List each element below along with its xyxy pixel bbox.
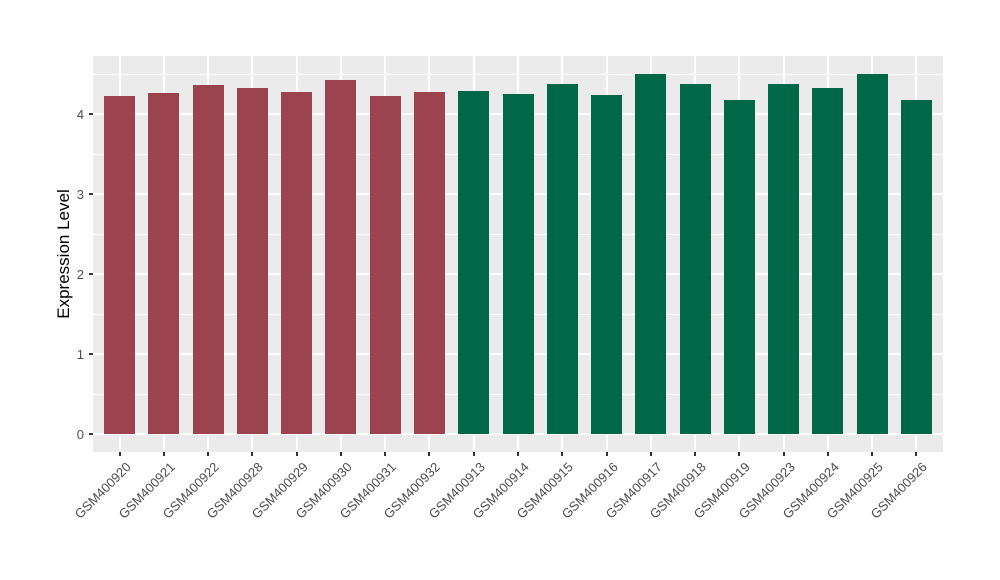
chart-bar xyxy=(900,100,932,434)
x-tick xyxy=(384,452,387,456)
x-tick xyxy=(428,452,431,456)
x-tick xyxy=(472,452,475,456)
y-tick xyxy=(89,193,93,195)
gridline-minor xyxy=(93,73,943,75)
y-tick xyxy=(89,273,93,275)
chart-bar xyxy=(236,88,268,434)
chart-bar xyxy=(856,74,888,434)
x-tick xyxy=(207,452,210,456)
chart-bar xyxy=(591,94,623,434)
x-tick xyxy=(561,452,564,456)
chart-bar xyxy=(458,90,490,434)
x-tick xyxy=(605,452,608,456)
chart-bar xyxy=(104,95,136,434)
x-tick xyxy=(782,452,785,456)
x-tick xyxy=(295,452,298,456)
y-tick-label: 0 xyxy=(76,426,84,442)
x-tick xyxy=(517,452,519,456)
chart-bar xyxy=(812,87,844,434)
y-tick xyxy=(89,113,93,115)
chart-bar xyxy=(192,85,224,434)
x-tick xyxy=(162,452,165,456)
y-tick-label: 2 xyxy=(76,266,84,282)
y-tick xyxy=(89,433,93,435)
x-tick xyxy=(826,452,829,456)
y-tick-label: 1 xyxy=(76,346,84,362)
chart-bar xyxy=(635,74,667,434)
y-tick-label: 4 xyxy=(76,106,84,122)
y-tick-label: 3 xyxy=(76,186,84,202)
x-tick xyxy=(738,452,741,456)
chart-bar xyxy=(546,84,578,434)
x-tick xyxy=(118,452,121,456)
x-tick xyxy=(694,452,697,456)
chart-bar xyxy=(502,94,534,434)
x-tick xyxy=(251,452,254,456)
y-axis-title: Expression Level xyxy=(54,189,73,319)
chart-bar xyxy=(325,79,357,434)
y-tick xyxy=(89,353,93,355)
plot-panel xyxy=(93,56,943,452)
gridline-major xyxy=(93,433,943,435)
chart-bar xyxy=(281,91,313,434)
x-tick xyxy=(915,452,918,456)
chart-bar xyxy=(148,93,180,434)
chart-bar xyxy=(369,95,401,434)
chart-bar xyxy=(679,84,711,434)
chart-bar xyxy=(768,83,800,434)
x-tick xyxy=(871,452,874,456)
chart-bar xyxy=(723,99,755,434)
chart-bar xyxy=(413,92,445,434)
x-tick xyxy=(339,452,342,456)
x-tick xyxy=(649,452,652,456)
